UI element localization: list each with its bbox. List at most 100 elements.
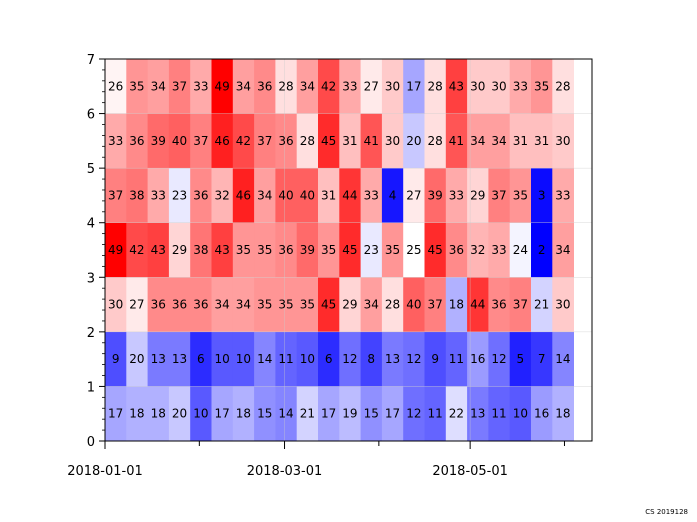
cell-value-label: 29 bbox=[470, 188, 485, 202]
heatmap-cell bbox=[318, 331, 340, 387]
cell-value-label: 10 bbox=[215, 352, 230, 366]
cell-value-label: 21 bbox=[300, 407, 315, 421]
heatmap-cell bbox=[254, 277, 276, 332]
heatmap-cell bbox=[168, 331, 191, 387]
cell-value-label: 34 bbox=[257, 188, 272, 202]
cell-value-label: 34 bbox=[236, 79, 251, 93]
heatmap-cell bbox=[318, 113, 340, 169]
heatmap-cell bbox=[552, 222, 574, 278]
cell-value-label: 18 bbox=[236, 407, 251, 421]
heatmap-cell bbox=[360, 113, 383, 169]
cell-value-label: 15 bbox=[257, 407, 272, 421]
cell-value-label: 37 bbox=[108, 188, 123, 202]
heatmap-cell bbox=[254, 113, 276, 169]
heatmap-cell bbox=[168, 113, 191, 169]
cell-value-label: 17 bbox=[108, 407, 123, 421]
cell-value-label: 29 bbox=[342, 298, 357, 312]
heatmap-cell bbox=[190, 59, 212, 114]
heatmap-cell bbox=[232, 386, 255, 441]
heatmap-cell bbox=[488, 168, 511, 223]
x-tick-label: 2018-01-01 bbox=[67, 464, 143, 479]
cell-value-label: 39 bbox=[428, 188, 443, 202]
heatmap-cells bbox=[105, 59, 574, 441]
y-tick-label: 1 bbox=[87, 380, 95, 395]
cell-value-label: 15 bbox=[364, 407, 379, 421]
cell-value-label: 42 bbox=[129, 243, 144, 257]
cell-value-label: 39 bbox=[300, 243, 315, 257]
heatmap-cell bbox=[296, 277, 319, 332]
heatmap-cell bbox=[211, 168, 234, 223]
cell-value-label: 33 bbox=[364, 188, 379, 202]
heatmap-cell bbox=[467, 222, 489, 278]
cell-value-label: 11 bbox=[449, 352, 464, 366]
cell-labels: 17 18 18 20 10 17 18 15 14 21 17 19 15 17 12 11 22 13 11 10… bbox=[108, 79, 571, 420]
heatmap-cell bbox=[488, 386, 511, 441]
cell-value-label: 33 bbox=[513, 79, 528, 93]
cell-value-label: 30 bbox=[385, 134, 400, 148]
cell-value-label: 36 bbox=[172, 298, 187, 312]
heatmap-cell bbox=[105, 277, 127, 332]
heatmap-cell bbox=[445, 59, 468, 114]
y-tick-label: 0 bbox=[87, 435, 95, 450]
heatmap-cell bbox=[105, 59, 127, 114]
heatmap-cell bbox=[445, 386, 468, 441]
cell-value-label: 36 bbox=[129, 134, 144, 148]
cell-value-label: 11 bbox=[428, 407, 443, 421]
cell-value-label: 26 bbox=[108, 79, 123, 93]
cell-value-label: 33 bbox=[491, 243, 506, 257]
heatmap-cell bbox=[126, 113, 148, 169]
cell-value-label: 6 bbox=[197, 352, 205, 366]
heatmap-cell bbox=[488, 277, 511, 332]
heatmap-cell bbox=[318, 277, 340, 332]
heatmap-cell bbox=[190, 113, 212, 169]
y-tick-label: 6 bbox=[87, 108, 95, 123]
cell-value-label: 11 bbox=[491, 407, 506, 421]
cell-value-label: 13 bbox=[151, 352, 166, 366]
y-tick-label: 7 bbox=[87, 53, 95, 68]
heatmap-cell bbox=[147, 113, 170, 169]
heatmap-cell bbox=[467, 386, 489, 441]
heatmap-cell bbox=[467, 331, 489, 387]
heatmap-cell bbox=[147, 59, 170, 114]
heatmap-cell bbox=[318, 59, 340, 114]
cell-value-label: 16 bbox=[534, 407, 549, 421]
heatmap-cell bbox=[403, 386, 425, 441]
heatmap-cell bbox=[211, 222, 234, 278]
heatmap-cell bbox=[445, 277, 468, 332]
heatmap-cell bbox=[339, 331, 361, 387]
heatmap-cell bbox=[232, 222, 255, 278]
heatmap-cell bbox=[126, 168, 148, 223]
heatmap-cell bbox=[275, 277, 298, 332]
heatmap-cell bbox=[424, 59, 447, 114]
cell-value-label: 2 bbox=[538, 243, 546, 257]
heatmap-cell bbox=[254, 59, 276, 114]
heatmap-cell bbox=[339, 113, 361, 169]
heatmap-cell bbox=[445, 222, 468, 278]
heatmap-cell bbox=[467, 113, 489, 169]
heatmap-cell bbox=[147, 386, 170, 441]
heatmap-cell bbox=[275, 59, 298, 114]
heatmap-cell bbox=[275, 386, 298, 441]
cell-value-label: 37 bbox=[428, 298, 443, 312]
cell-value-label: 30 bbox=[555, 134, 570, 148]
cell-value-label: 33 bbox=[555, 188, 570, 202]
heatmap-cell bbox=[552, 386, 574, 441]
x-tick-label: 2018-03-01 bbox=[247, 464, 323, 479]
cell-value-label: 31 bbox=[534, 134, 549, 148]
heatmap-cell bbox=[168, 386, 191, 441]
cell-value-label: 43 bbox=[151, 243, 166, 257]
cell-value-label: 18 bbox=[151, 407, 166, 421]
cell-value-label: 3 bbox=[538, 188, 546, 202]
cell-value-label: 38 bbox=[129, 188, 144, 202]
heatmap-cell bbox=[509, 331, 532, 387]
cell-value-label: 27 bbox=[129, 298, 144, 312]
heatmap-cell bbox=[531, 222, 553, 278]
cell-value-label: 30 bbox=[385, 79, 400, 93]
cell-value-label: 33 bbox=[193, 79, 208, 93]
cell-value-label: 34 bbox=[470, 134, 485, 148]
cell-value-label: 6 bbox=[325, 352, 333, 366]
cell-value-label: 49 bbox=[108, 243, 123, 257]
heatmap-cell bbox=[339, 222, 361, 278]
cell-value-label: 35 bbox=[300, 298, 315, 312]
heatmap-cell bbox=[403, 168, 425, 223]
